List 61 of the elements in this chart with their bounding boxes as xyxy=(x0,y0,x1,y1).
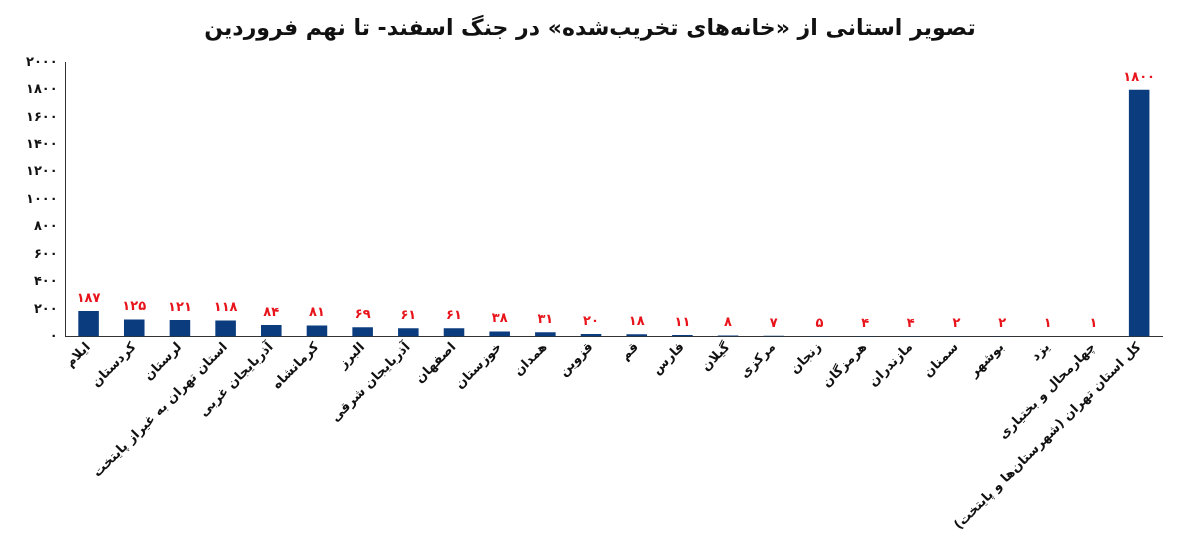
data-label: ۱۸۷ xyxy=(76,289,101,305)
data-label: ۳۸ xyxy=(491,310,508,326)
y-tick-label: ۱۸۰۰ xyxy=(25,81,58,97)
y-tick-label: ۲۰۰۰ xyxy=(25,53,58,69)
data-label: ۶۱ xyxy=(446,307,462,323)
data-label: ۲ xyxy=(998,315,1007,331)
chart-title: تصویر استانی از «خانه‌های تخریب‌شده» در جنگ اسفند- تا نهم فروردین xyxy=(204,13,976,41)
data-label: ۸ xyxy=(724,314,733,330)
bar xyxy=(169,320,191,337)
x-tick-label: البرز xyxy=(334,339,368,372)
x-tick-label: قم xyxy=(617,339,642,363)
bar xyxy=(1128,89,1150,337)
data-label: ۴ xyxy=(861,314,870,330)
data-label: ۸۴ xyxy=(263,303,280,319)
bar xyxy=(489,331,510,337)
bar xyxy=(215,320,236,337)
data-label: ۶۹ xyxy=(354,306,371,322)
y-tick-label: ۱۰۰۰ xyxy=(25,190,58,206)
bar xyxy=(398,328,419,337)
bar xyxy=(535,332,556,337)
x-tick-label: زنجان xyxy=(786,339,824,377)
x-tick-label: یزد xyxy=(1027,339,1053,364)
bar xyxy=(261,325,282,337)
x-tick-label: ایلام xyxy=(62,339,94,371)
data-label: ۱۲۱ xyxy=(168,298,192,314)
bar xyxy=(78,310,99,337)
y-tick-label: ۴۰۰ xyxy=(33,273,58,289)
bar xyxy=(352,327,373,337)
data-label: ۳۱ xyxy=(537,311,554,327)
x-tick-label: گیلان xyxy=(698,338,733,374)
data-label: ۱۱۸ xyxy=(213,299,238,315)
data-label: ۸۱ xyxy=(309,304,325,320)
y-tick-label: ۱۴۰۰ xyxy=(25,136,58,152)
data-label: ۱۸ xyxy=(628,313,645,329)
y-tick-label: ۸۰۰ xyxy=(33,218,58,234)
x-tick-label: مرکزی xyxy=(736,339,779,381)
y-tick-label: ۲۰۰ xyxy=(33,300,58,316)
data-label: ۴ xyxy=(906,314,915,330)
y-tick-label: ۱۲۰۰ xyxy=(25,163,58,179)
y-tick-label: ۶۰۰ xyxy=(33,245,58,261)
data-label: ۶۱ xyxy=(400,307,417,323)
x-tick-label: همدان xyxy=(510,339,550,379)
data-label: ۲ xyxy=(952,315,961,331)
data-label: ۲۰ xyxy=(583,312,599,328)
data-label: ۱۲۵ xyxy=(122,298,147,314)
x-tick-label: فارس xyxy=(648,339,687,378)
x-tick-label: سمنان xyxy=(920,339,961,380)
y-tick-label: ۱۶۰۰ xyxy=(25,108,58,124)
data-label: ۱ xyxy=(1043,315,1052,331)
data-label: ۵ xyxy=(815,314,824,330)
x-tick-label: قزوین xyxy=(555,339,596,379)
data-label: ۱۸۰۰ xyxy=(1123,68,1156,84)
x-tick-label: بوشهر xyxy=(965,339,1007,381)
y-tick-label: ۰ xyxy=(49,328,58,343)
data-label: ۱۱ xyxy=(674,313,691,329)
data-label: ۱ xyxy=(1089,315,1098,331)
data-label: ۷ xyxy=(769,314,778,330)
bar xyxy=(443,328,465,337)
bar xyxy=(123,319,145,337)
x-tick-label: اصفهان xyxy=(411,339,459,386)
x-tick-label: مازندران xyxy=(865,339,916,390)
